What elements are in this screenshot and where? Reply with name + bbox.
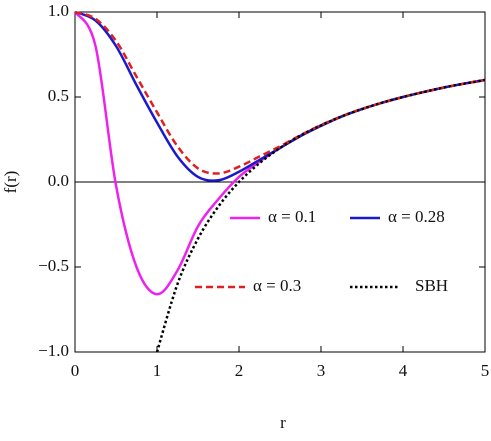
- x-axis-label: r: [280, 413, 286, 432]
- x-tick-label: 0: [71, 361, 80, 380]
- x-tick-label: 3: [317, 361, 326, 380]
- series-line: [74, 10, 486, 175]
- legend-label: SBH: [415, 276, 448, 295]
- x-tick-label: 4: [399, 361, 408, 380]
- x-tick-label: 5: [481, 361, 490, 380]
- y-tick-label: −0.5: [38, 256, 69, 275]
- y-tick-label: 0.0: [48, 171, 69, 190]
- legend-label: α = 0.3: [253, 276, 301, 295]
- y-axis-label: f(r): [1, 171, 20, 194]
- y-tick-label: 0.5: [48, 86, 69, 105]
- series-line: [73, 11, 486, 296]
- series-line: [155, 78, 486, 353]
- y-tick-label: −1.0: [38, 341, 69, 360]
- series-line: [74, 10, 486, 182]
- y-tick-label: 1.0: [48, 1, 69, 20]
- x-tick-label: 2: [235, 361, 244, 380]
- legend-label: α = 0.28: [388, 207, 445, 226]
- x-tick-label: 1: [153, 361, 162, 380]
- legend-label: α = 0.1: [268, 207, 316, 226]
